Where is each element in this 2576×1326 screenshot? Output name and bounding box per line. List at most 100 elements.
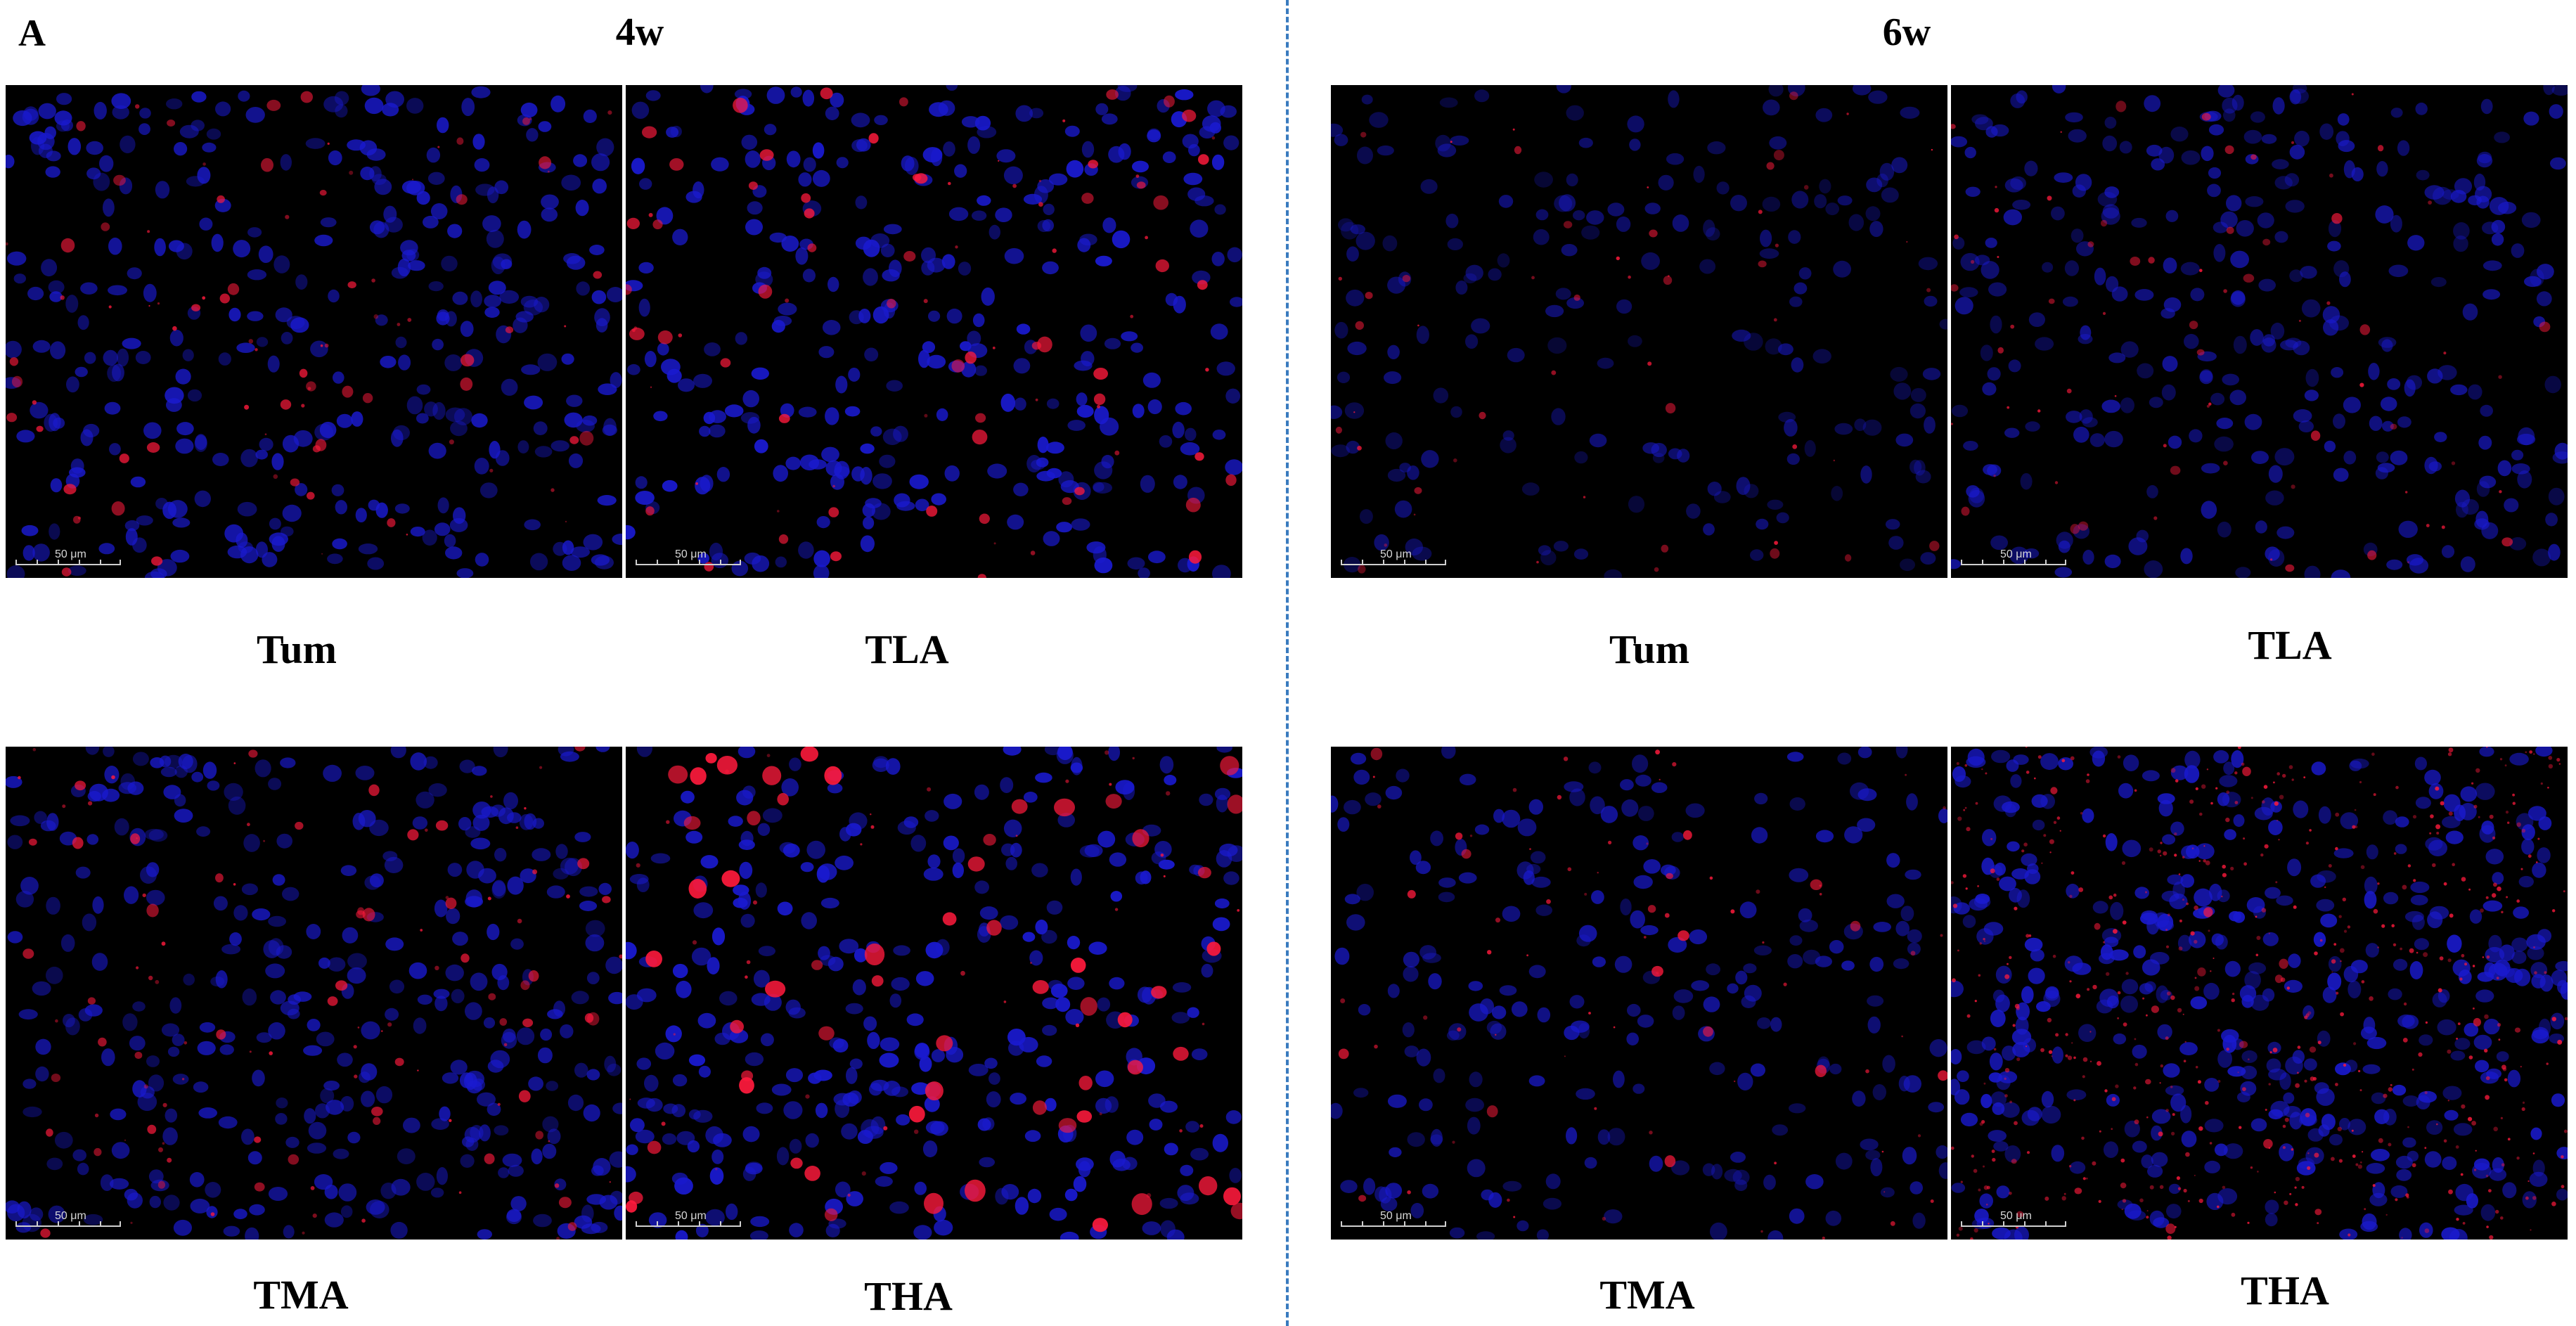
label-4w-tum: Tum	[257, 626, 337, 672]
scale-bar-tick	[1362, 1221, 1363, 1227]
scale-bar-label: 50 μm	[55, 1210, 86, 1222]
scale-bar: 50 μm	[1341, 1210, 1453, 1230]
scale-bar-label: 50 μm	[675, 548, 707, 560]
micrograph-6w-tum: 50 μm	[1331, 85, 1947, 578]
scale-bar-tick	[120, 560, 121, 565]
group-divider	[1286, 0, 1289, 1326]
scale-bar-line	[636, 1225, 741, 1227]
scale-bar: 50 μm	[15, 548, 128, 568]
scale-bar-tick	[699, 1221, 700, 1227]
scale-bar-label: 50 μm	[2000, 548, 2032, 560]
scale-bar-tick	[1383, 1221, 1384, 1227]
scale-bar: 50 μm	[1341, 548, 1453, 568]
micrograph-6w-tla: 50 μm	[1951, 85, 2568, 578]
micrograph-6w-tha: 50 μm	[1951, 747, 2568, 1240]
micrograph-4w-tma: 50 μm	[6, 747, 622, 1240]
label-6w-tum: Tum	[1609, 626, 1689, 672]
scale-bar-label: 50 μm	[675, 1210, 707, 1222]
scale-bar-tick	[2045, 560, 2047, 565]
micrograph-image	[1331, 747, 1947, 1240]
scale-bar-tick	[79, 560, 80, 565]
scale-bar-tick	[58, 560, 59, 565]
scale-bar-tick	[79, 1221, 80, 1227]
scale-bar-tick	[100, 1221, 101, 1227]
scale-bar-tick	[2065, 1221, 2066, 1227]
scale-bar-label: 50 μm	[1380, 1210, 1412, 1222]
scale-bar-tick	[58, 1221, 59, 1227]
label-4w-tha: THA	[864, 1273, 953, 1319]
label-4w-tla: TLA	[865, 626, 949, 672]
scale-bar-tick	[740, 1221, 741, 1227]
scale-bar-tick	[1362, 560, 1363, 565]
scale-bar-line	[1961, 1225, 2066, 1227]
scale-bar-tick	[2024, 1221, 2026, 1227]
scale-bar-tick	[1961, 560, 1962, 565]
scale-bar: 50 μm	[1961, 548, 2073, 568]
scale-bar-label: 50 μm	[2000, 1210, 2032, 1222]
scale-bar-tick	[1961, 1221, 1962, 1227]
scale-bar-tick	[720, 560, 721, 565]
micrograph-6w-tma: 50 μm	[1331, 747, 1947, 1240]
scale-bar-tick	[1383, 560, 1384, 565]
scale-bar-tick	[37, 560, 38, 565]
scale-bar-tick	[1404, 1221, 1405, 1227]
scale-bar-tick	[1341, 560, 1342, 565]
micrograph-image	[626, 85, 1242, 578]
scale-bar-line	[1341, 564, 1446, 565]
scale-bar-tick	[1404, 560, 1405, 565]
scale-bar-label: 50 μm	[1380, 548, 1412, 560]
scale-bar-tick	[1341, 1221, 1342, 1227]
scale-bar-line	[636, 564, 741, 565]
micrograph-4w-tla: 50 μm	[626, 85, 1242, 578]
scale-bar-line	[15, 564, 121, 565]
label-6w-tha: THA	[2241, 1268, 2329, 1313]
scale-bar-tick	[1982, 560, 1983, 565]
scale-bar-tick	[1982, 1221, 1983, 1227]
scale-bar-tick	[636, 1221, 637, 1227]
scale-bar-tick	[699, 560, 700, 565]
scale-bar-tick	[37, 1221, 38, 1227]
scale-bar-tick	[15, 1221, 17, 1227]
week-label-4w: 4w	[615, 11, 664, 54]
scale-bar-line	[1341, 1225, 1446, 1227]
micrograph-image	[6, 747, 622, 1240]
panel-letter: A	[18, 12, 46, 54]
scale-bar-line	[15, 1225, 121, 1227]
scale-bar: 50 μm	[1961, 1210, 2073, 1230]
scale-bar-tick	[2024, 560, 2026, 565]
scale-bar-tick	[15, 560, 17, 565]
scale-bar-tick	[657, 1221, 658, 1227]
scale-bar-tick	[2065, 560, 2066, 565]
scale-bar: 50 μm	[636, 1210, 748, 1230]
scale-bar-tick	[678, 1221, 679, 1227]
label-6w-tla: TLA	[2248, 622, 2332, 668]
scale-bar-tick	[2045, 1221, 2047, 1227]
scale-bar-tick	[1445, 560, 1446, 565]
micrograph-4w-tha: 50 μm	[626, 747, 1242, 1240]
scale-bar-tick	[1425, 1221, 1427, 1227]
scale-bar-tick	[657, 560, 658, 565]
micrograph-image	[626, 747, 1242, 1240]
scale-bar-line	[1961, 564, 2066, 565]
scale-bar-tick	[678, 560, 679, 565]
micrograph-image	[1951, 747, 2568, 1240]
micrograph-image	[1331, 85, 1947, 578]
scale-bar-tick	[2003, 1221, 2004, 1227]
label-6w-tma: TMA	[1599, 1272, 1695, 1318]
scale-bar-tick	[2003, 560, 2004, 565]
label-4w-tma: TMA	[253, 1272, 349, 1318]
scale-bar-tick	[636, 560, 637, 565]
scale-bar-tick	[1425, 560, 1427, 565]
scale-bar-tick	[100, 560, 101, 565]
week-label-6w: 6w	[1882, 11, 1931, 54]
scale-bar-tick	[720, 1221, 721, 1227]
micrograph-4w-tum: 50 μm	[6, 85, 622, 578]
scale-bar: 50 μm	[636, 548, 748, 568]
scale-bar-tick	[740, 560, 741, 565]
scale-bar-label: 50 μm	[55, 548, 86, 560]
scale-bar: 50 μm	[15, 1210, 128, 1230]
scale-bar-tick	[1445, 1221, 1446, 1227]
micrograph-image	[6, 85, 622, 578]
micrograph-image	[1951, 85, 2568, 578]
scale-bar-tick	[120, 1221, 121, 1227]
